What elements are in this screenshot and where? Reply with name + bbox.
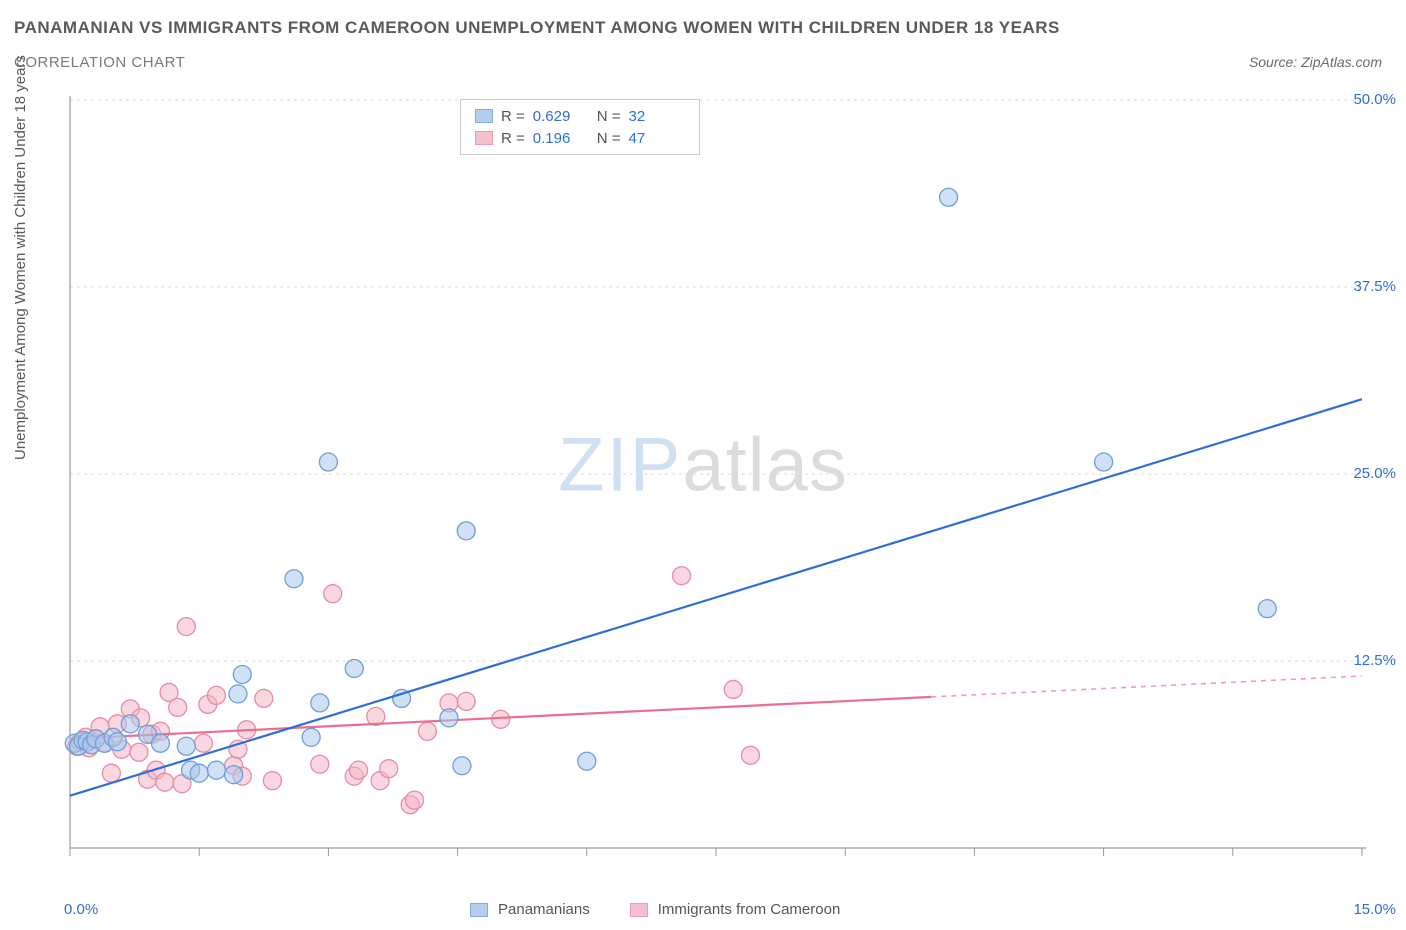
legend-R-label: R = bbox=[501, 108, 525, 125]
correlation-legend: R = 0.629 N = 32 R = 0.196 N = 47 bbox=[460, 99, 700, 155]
legend-swatch-cameroon bbox=[475, 131, 493, 145]
legend-R-panamanians: 0.629 bbox=[533, 108, 589, 125]
legend-R-label-2: R = bbox=[501, 130, 525, 147]
series-legend: Panamanians Immigrants from Cameroon bbox=[470, 901, 840, 918]
legend-row-panamanians: R = 0.629 N = 32 bbox=[475, 105, 685, 127]
chart-title: PANAMANIAN VS IMMIGRANTS FROM CAMEROON U… bbox=[14, 18, 1060, 38]
plot-area bbox=[54, 92, 1384, 882]
y-axis-label: Unemployment Among Women with Children U… bbox=[12, 55, 29, 460]
legend-N-label-2: N = bbox=[597, 130, 621, 147]
legend-swatch-panamanians bbox=[475, 109, 493, 123]
legend-row-cameroon: R = 0.196 N = 47 bbox=[475, 127, 685, 149]
legend-label-panamanians: Panamanians bbox=[498, 901, 590, 918]
ytick-label: 25.0% bbox=[1353, 465, 1396, 482]
legend-R-cameroon: 0.196 bbox=[533, 130, 589, 147]
legend-item-cameroon: Immigrants from Cameroon bbox=[630, 901, 841, 918]
chart-container: PANAMANIAN VS IMMIGRANTS FROM CAMEROON U… bbox=[0, 0, 1406, 930]
legend-item-panamanians: Panamanians bbox=[470, 901, 590, 918]
xtick-end: 15.0% bbox=[1353, 901, 1396, 918]
source-value: ZipAtlas.com bbox=[1301, 54, 1382, 70]
source-label: Source: bbox=[1249, 54, 1297, 70]
ytick-label: 37.5% bbox=[1353, 278, 1396, 295]
xtick-origin: 0.0% bbox=[64, 901, 98, 918]
ytick-label: 50.0% bbox=[1353, 91, 1396, 108]
legend-swatch-panamanians-bottom bbox=[470, 903, 488, 917]
legend-N-label: N = bbox=[597, 108, 621, 125]
legend-label-cameroon: Immigrants from Cameroon bbox=[658, 901, 841, 918]
legend-swatch-cameroon-bottom bbox=[630, 903, 648, 917]
scatter-plot-svg bbox=[54, 92, 1384, 882]
legend-N-cameroon: 47 bbox=[629, 130, 685, 147]
source-credit: Source: ZipAtlas.com bbox=[1249, 54, 1382, 70]
ytick-label: 12.5% bbox=[1353, 652, 1396, 669]
legend-N-panamanians: 32 bbox=[629, 108, 685, 125]
chart-subtitle: CORRELATION CHART bbox=[14, 54, 185, 71]
